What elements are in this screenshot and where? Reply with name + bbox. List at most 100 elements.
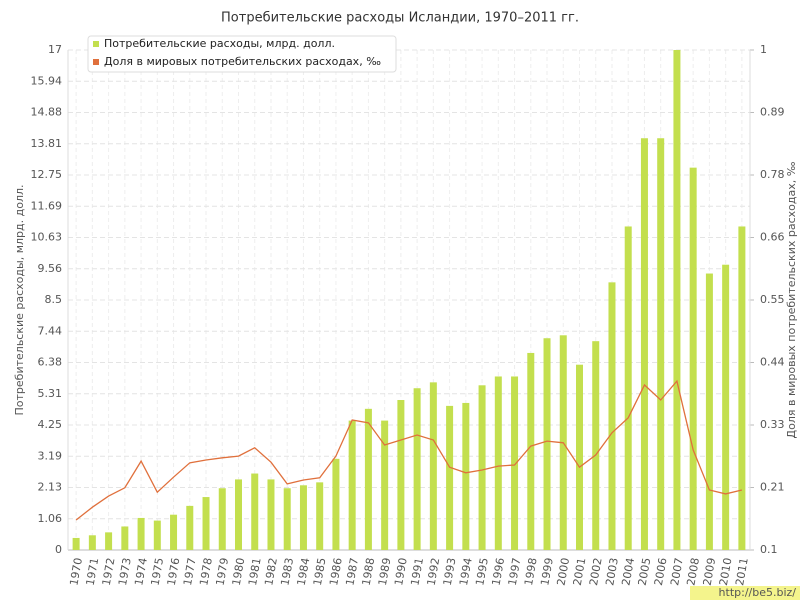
x-tick-label: 1982 [262, 557, 280, 587]
y2-tick-label: 1 [760, 43, 767, 56]
bar [527, 352, 535, 550]
x-tick-label: 1971 [84, 557, 102, 587]
y-axis-title: Потребительские расходы, млрд. долл. [13, 185, 26, 416]
legend: Потребительские расходы, млрд. долл. Доля… [87, 35, 397, 73]
bar [202, 497, 210, 550]
bar [624, 226, 632, 550]
y-tick-label: 6.38 [38, 356, 63, 369]
y-tick-label: 0 [55, 543, 62, 556]
chart-title: Потребительские расходы Исландии, 1970–2… [221, 11, 579, 26]
bar [381, 420, 389, 550]
watermark: http://be5.biz/ [719, 586, 797, 599]
x-tick-label: 1978 [197, 557, 215, 587]
y2-tick-label: 0.33 [760, 418, 785, 431]
legend-swatch [93, 59, 99, 65]
x-tick-label: 2010 [717, 557, 735, 587]
x-tick-label: 1996 [490, 557, 508, 587]
x-tick-label: 1972 [100, 557, 118, 587]
x-tick-label: 1973 [116, 557, 134, 587]
bar [170, 514, 178, 550]
bar [413, 388, 421, 550]
watermark-box [690, 586, 800, 600]
x-tick-label: 2007 [668, 557, 686, 587]
x-tick-label: 1993 [441, 557, 459, 587]
x-tick-label: 1989 [376, 557, 394, 587]
y2-tick-label: 0.1 [760, 543, 778, 556]
x-tick-label: 2004 [619, 557, 637, 587]
y2-tick-label: 0.89 [760, 106, 785, 119]
x-tick-label: 1994 [457, 557, 475, 587]
y-tick-label: 8.5 [45, 293, 63, 306]
x-tick-label: 1999 [538, 557, 556, 587]
y-tick-label: 12.75 [31, 168, 63, 181]
x-tick-label: 1986 [327, 557, 345, 587]
x-tick-label: 2006 [652, 557, 670, 587]
x-tick-label: 1975 [149, 557, 167, 587]
legend-swatch [93, 41, 99, 47]
x-tick-label: 1984 [295, 557, 313, 587]
legend-box [87, 35, 397, 73]
bar [235, 479, 242, 550]
x-tick-label: 1987 [343, 557, 361, 587]
bar [186, 505, 194, 550]
y-tick-label: 13.81 [31, 137, 63, 150]
bar [88, 535, 96, 550]
y-tick-label: 4.25 [38, 418, 63, 431]
y-tick-label: 11.69 [31, 199, 63, 212]
x-tick-label: 1983 [278, 557, 296, 587]
bar [299, 485, 307, 550]
bar [657, 138, 665, 550]
x-tick-label: 2011 [733, 557, 751, 587]
bar [283, 488, 291, 550]
x-tick-label: 2009 [701, 557, 719, 587]
bar [105, 532, 113, 550]
x-tick-label: 1988 [360, 557, 378, 587]
y2-axis-title: Доля в мировых потребительских расходах,… [785, 161, 798, 438]
bar [673, 50, 681, 550]
x-tick-label: 2008 [684, 557, 702, 587]
x-tick-label: 1992 [425, 557, 443, 587]
y-tick-label: 3.19 [38, 449, 63, 462]
y2-tick-label: 0.66 [760, 231, 785, 244]
y-tick-label: 5.31 [38, 387, 63, 400]
legend-label: Потребительские расходы, млрд. долл. [104, 37, 335, 50]
bar [705, 273, 713, 550]
y-tick-label: 9.56 [38, 262, 63, 275]
y-tick-label: 15.94 [31, 74, 63, 87]
bar [72, 537, 80, 550]
y-tick-label: 2.13 [38, 481, 63, 494]
x-tick-label: 1990 [392, 557, 410, 587]
bar [332, 458, 340, 550]
x-tick-label: 1976 [165, 557, 183, 587]
bar [121, 526, 129, 550]
y-tick-label: 10.63 [31, 231, 63, 244]
bar [364, 408, 372, 550]
x-tick-label: 2000 [555, 557, 573, 587]
y-tick-label: 7.44 [38, 324, 63, 337]
bar [478, 385, 486, 550]
y2-tick-label: 0.55 [760, 293, 785, 306]
bar [397, 400, 405, 550]
x-tick-label: 1974 [132, 557, 150, 587]
x-tick-label: 1991 [408, 557, 426, 587]
y-tick-label: 14.88 [31, 106, 63, 119]
bar [576, 364, 583, 550]
x-tick-label: 1981 [246, 557, 264, 587]
bar [446, 405, 454, 550]
bar [689, 167, 697, 550]
bar [267, 479, 275, 550]
x-tick-label: 1997 [506, 557, 524, 587]
x-tick-label: 1970 [67, 557, 85, 587]
bar [592, 341, 600, 550]
y2-tick-label: 0.44 [760, 356, 785, 369]
y2-tick-label: 0.21 [760, 481, 785, 494]
x-tick-label: 1980 [230, 557, 248, 587]
x-tick-label: 1985 [311, 557, 329, 587]
bar [511, 376, 519, 550]
x-tick-label: 1995 [473, 557, 491, 587]
x-tick-label: 2003 [603, 557, 621, 587]
x-tick-label: 1977 [181, 557, 199, 587]
y-tick-label: 1.06 [38, 512, 63, 525]
bar [543, 338, 551, 550]
